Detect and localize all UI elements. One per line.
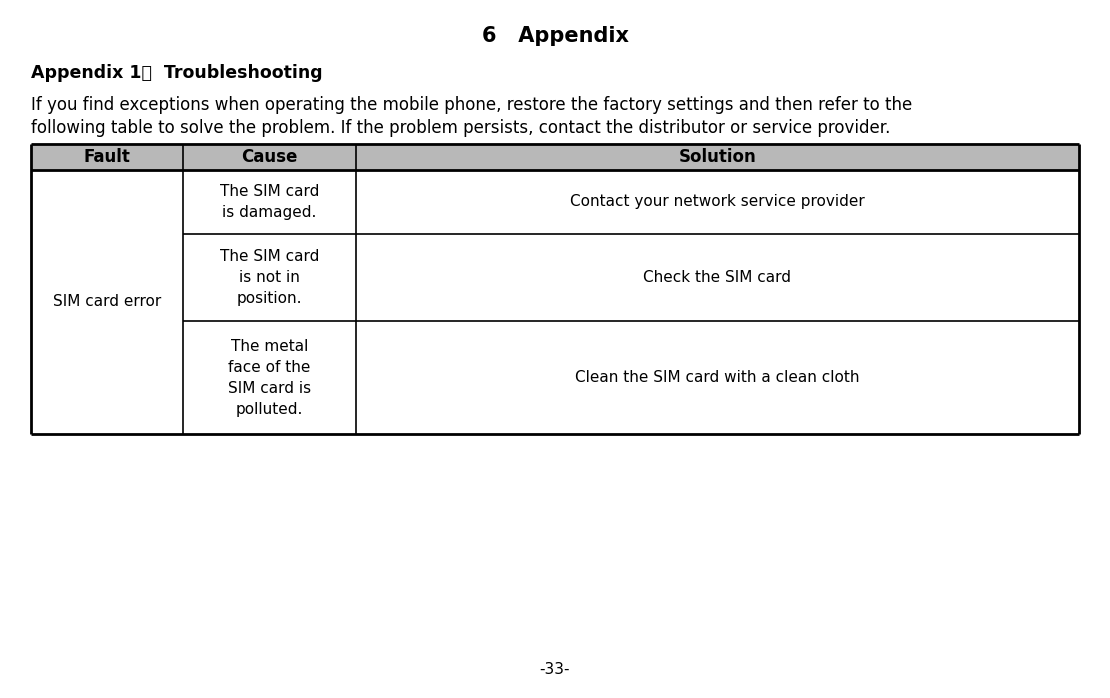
Text: Clean the SIM card with a clean cloth: Clean the SIM card with a clean cloth bbox=[575, 370, 859, 385]
Text: The SIM card
is not in
position.: The SIM card is not in position. bbox=[220, 249, 320, 306]
Text: Contact your network service provider: Contact your network service provider bbox=[571, 194, 865, 209]
Text: Solution: Solution bbox=[678, 148, 756, 166]
Text: SIM card error: SIM card error bbox=[53, 295, 161, 309]
Text: Appendix 1：  Troubleshooting: Appendix 1： Troubleshooting bbox=[31, 64, 323, 82]
Text: Cause: Cause bbox=[241, 148, 297, 166]
Bar bbox=[31, 144, 1079, 170]
Text: -33-: -33- bbox=[539, 662, 571, 677]
Text: The metal
face of the
SIM card is
polluted.: The metal face of the SIM card is pollut… bbox=[228, 339, 311, 417]
Text: Fault: Fault bbox=[83, 148, 131, 166]
Text: following table to solve the problem. If the problem persists, contact the distr: following table to solve the problem. If… bbox=[31, 119, 890, 137]
Text: The SIM card
is damaged.: The SIM card is damaged. bbox=[220, 184, 320, 220]
Text: 6   Appendix: 6 Appendix bbox=[482, 26, 628, 46]
Text: Check the SIM card: Check the SIM card bbox=[644, 270, 791, 285]
Text: If you find exceptions when operating the mobile phone, restore the factory sett: If you find exceptions when operating th… bbox=[31, 96, 912, 114]
